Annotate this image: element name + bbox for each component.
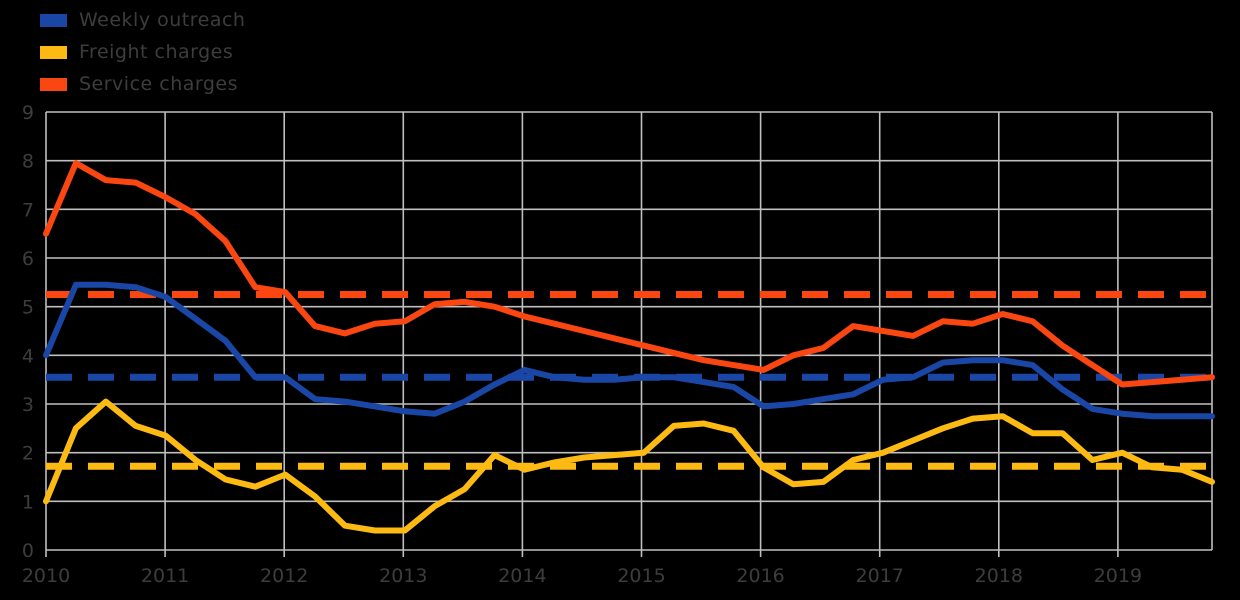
y-tick-label: 3 bbox=[22, 394, 34, 416]
x-tick-label: 2018 bbox=[975, 565, 1023, 587]
x-axis-labels: 2010 2011 2012 2013 2014 2015 2016 2017 2018 2019 bbox=[22, 565, 1142, 587]
legend-swatch-yellow-icon bbox=[40, 45, 67, 59]
service-charges-line bbox=[43, 160, 1215, 388]
legend-label-orange: Service charges bbox=[79, 73, 239, 95]
x-tick-label: 2014 bbox=[498, 565, 546, 587]
x-tick-label: 2016 bbox=[736, 565, 784, 587]
x-tick-label: 2010 bbox=[22, 565, 70, 587]
y-tick-label: 0 bbox=[22, 540, 34, 562]
weekly-outreach-line bbox=[43, 281, 1215, 420]
x-tick-label: 2015 bbox=[617, 565, 665, 587]
y-tick-label: 1 bbox=[22, 491, 34, 513]
x-tick-label: 2019 bbox=[1094, 565, 1142, 587]
y-axis-labels: 0 1 2 3 4 5 6 7 8 9 bbox=[22, 102, 34, 562]
legend-swatch-orange-icon bbox=[40, 77, 67, 91]
average-lines bbox=[46, 291, 1212, 470]
freight-charges-line bbox=[43, 398, 1215, 534]
y-tick-label: 6 bbox=[22, 248, 34, 270]
x-tick-label: 2012 bbox=[260, 565, 308, 587]
y-tick-label: 7 bbox=[22, 199, 34, 221]
legend-item-yellow: Freight charges bbox=[40, 36, 245, 68]
legend: Weekly outreach Freight charges Service … bbox=[40, 4, 245, 100]
series-lines bbox=[43, 160, 1215, 534]
legend-swatch-blue-icon bbox=[40, 13, 67, 27]
legend-item-orange: Service charges bbox=[40, 68, 245, 100]
legend-label-blue: Weekly outreach bbox=[79, 9, 246, 31]
y-tick-label: 2 bbox=[22, 443, 34, 465]
x-tick-label: 2013 bbox=[379, 565, 427, 587]
y-tick-label: 4 bbox=[22, 345, 34, 367]
legend-item-blue: Weekly outreach bbox=[40, 4, 245, 36]
y-tick-label: 9 bbox=[22, 102, 34, 124]
y-tick-label: 8 bbox=[22, 151, 34, 173]
x-tick-label: 2011 bbox=[141, 565, 189, 587]
legend-label-yellow: Freight charges bbox=[79, 41, 234, 63]
y-tick-label: 5 bbox=[22, 297, 34, 319]
x-tick-label: 2017 bbox=[856, 565, 904, 587]
